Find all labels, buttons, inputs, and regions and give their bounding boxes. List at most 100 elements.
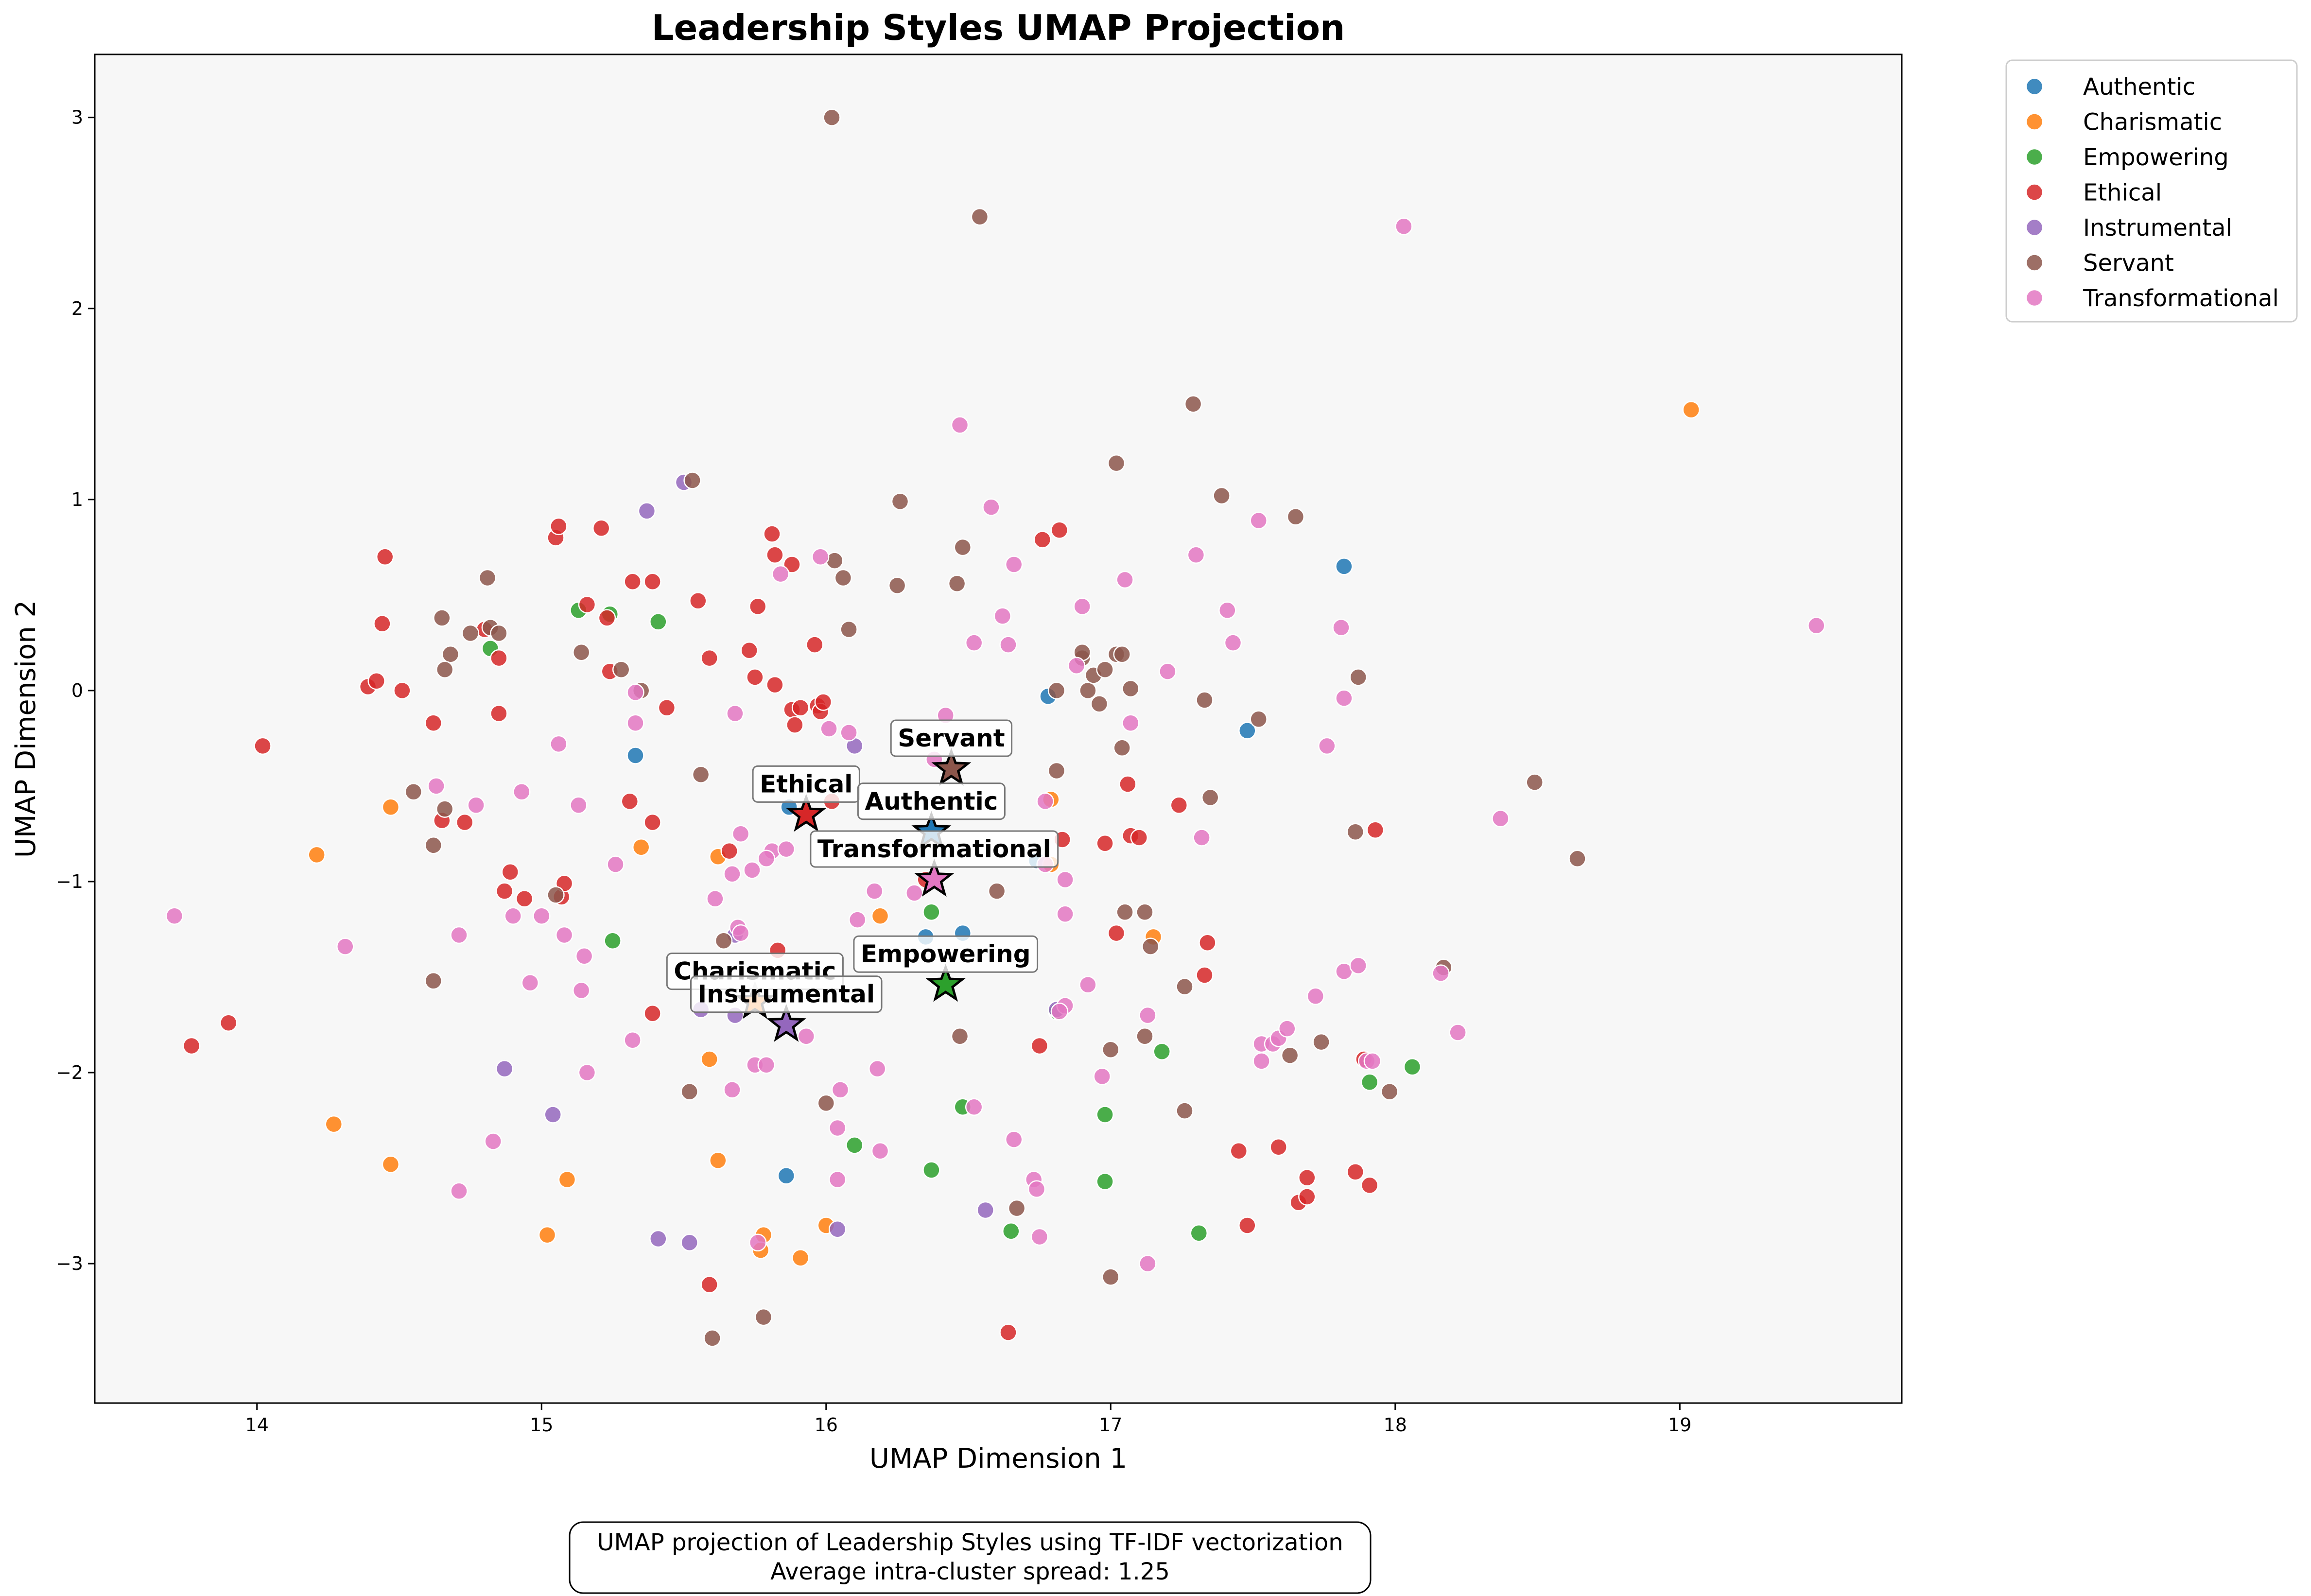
point-ethical [643,1004,661,1023]
point-transformational [748,1233,767,1252]
centroid-label-box-servant [890,719,1013,757]
point-instrumental [495,1059,514,1078]
point-empowering [1096,1106,1114,1124]
point-servant [1047,762,1066,780]
point-servant [435,800,454,818]
y-tick-label: −2 [56,1062,83,1083]
point-transformational [848,911,867,929]
point-empowering [1096,1172,1114,1191]
centroid-label-box-empowering [853,935,1039,973]
point-transformational [1252,1052,1270,1070]
point-servant [1349,668,1367,686]
x-axis-ticks: 14 15 16 17 18 19 [245,1403,1691,1436]
point-empowering [1002,1222,1020,1240]
point-transformational [1067,657,1086,675]
point-charismatic [538,1226,556,1244]
chart-title: Leadership Styles UMAP Projection [652,7,1345,48]
scatter-points [165,108,1825,1347]
point-servant [1008,1199,1026,1217]
point-ethical [1196,966,1214,984]
point-transformational [757,1056,776,1074]
legend-label-transformational: Transformational [2083,285,2279,312]
point-servant [823,108,841,126]
point-transformational [427,777,445,795]
point-transformational [484,1132,502,1150]
point-ethical [1269,1138,1287,1156]
point-transformational [336,937,354,955]
x-tick-label: 19 [1668,1414,1691,1436]
point-servant [1176,1102,1194,1120]
point-ethical [624,572,642,591]
point-transformational [578,1063,596,1082]
x-tick-label: 17 [1099,1414,1122,1436]
point-transformational [607,855,625,873]
point-transformational [1349,956,1367,975]
point-ethical [763,525,781,543]
point-ethical [999,1323,1017,1341]
point-servant [692,765,710,784]
point-ethical [806,636,824,654]
point-ethical [373,615,391,633]
point-ethical [1107,924,1126,942]
point-servant [1312,1033,1330,1051]
point-transformational [1036,792,1054,811]
point-ethical [814,693,833,711]
point-transformational [1218,601,1236,620]
point-transformational [811,548,830,566]
point-ethical [550,517,568,536]
point-transformational [1093,1067,1111,1086]
point-servant [404,782,423,801]
point-transformational [1432,964,1450,982]
point-servant [1184,395,1202,413]
point-empowering [649,613,667,631]
point-servant [1201,788,1219,807]
legend-label-ethical: Ethical [2083,179,2162,207]
centroid-label-box-authentic [857,782,1006,820]
point-ethical [490,704,508,723]
point-servant [490,624,508,642]
point-charismatic [632,838,650,856]
point-transformational [723,1081,741,1099]
point-ethical [1119,775,1137,793]
point-ethical [700,1276,718,1294]
point-ethical [393,681,411,700]
point-servant [703,1329,721,1347]
centroid-label-group-ethical: Ethical [752,765,860,803]
point-ethical [1298,1188,1316,1206]
centroid-star-ethical [786,794,826,832]
caption-frame [569,1521,1372,1594]
point-transformational [624,1031,642,1049]
point-transformational [1193,829,1211,847]
point-servant [1281,1046,1299,1064]
point-ethical [1096,834,1114,852]
point-charismatic [308,846,326,864]
centroid-label-box-instrumental [690,975,883,1013]
point-transformational [1139,1254,1157,1273]
point-transformational [626,683,644,702]
point-transformational [1159,662,1177,680]
point-ethical [592,519,610,538]
point-transformational [757,850,776,868]
point-transformational [828,1170,847,1189]
point-servant [1346,823,1365,841]
point-servant [1176,977,1194,996]
point-transformational [1492,809,1510,828]
point-charismatic [1682,400,1700,419]
point-transformational [771,565,790,583]
point-servant [1196,691,1214,709]
point-servant [891,492,909,511]
point-transformational [575,947,593,965]
point-ethical [643,813,661,832]
point-authentic [1335,557,1353,575]
point-ethical [515,890,534,908]
point-instrumental [638,502,656,520]
legend-label-charismatic: Charismatic [2083,109,2222,136]
legend-frame [2005,59,2298,323]
point-transformational [626,714,644,732]
point-servant [478,569,497,587]
point-ethical [598,609,616,627]
point-servant [1047,681,1066,700]
legend-label-instrumental: Instrumental [2083,214,2232,242]
point-ethical [1230,1142,1248,1160]
point-transformational [1122,714,1140,732]
